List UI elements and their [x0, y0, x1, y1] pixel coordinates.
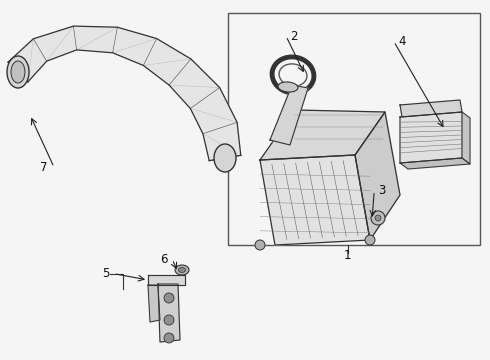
- Circle shape: [371, 211, 385, 225]
- Polygon shape: [148, 285, 160, 322]
- Polygon shape: [400, 158, 470, 169]
- Text: 7: 7: [40, 161, 48, 174]
- Text: 1: 1: [344, 249, 352, 262]
- Circle shape: [164, 293, 174, 303]
- Circle shape: [255, 240, 265, 250]
- Polygon shape: [148, 275, 185, 285]
- Text: 3: 3: [378, 184, 386, 197]
- Text: 4: 4: [398, 35, 406, 48]
- Polygon shape: [355, 112, 400, 240]
- Text: 2: 2: [290, 30, 298, 42]
- Circle shape: [375, 215, 381, 221]
- Ellipse shape: [178, 267, 186, 273]
- Polygon shape: [400, 112, 462, 163]
- Ellipse shape: [11, 61, 25, 83]
- Polygon shape: [400, 100, 462, 117]
- Text: 6: 6: [160, 253, 168, 266]
- Circle shape: [164, 333, 174, 343]
- Text: 5: 5: [101, 267, 109, 280]
- Circle shape: [365, 235, 375, 245]
- Ellipse shape: [175, 265, 189, 275]
- Ellipse shape: [214, 144, 236, 172]
- Polygon shape: [260, 110, 385, 160]
- Bar: [228, 13, 480, 245]
- Polygon shape: [158, 284, 180, 342]
- Polygon shape: [462, 112, 470, 164]
- Polygon shape: [270, 85, 308, 145]
- Polygon shape: [8, 26, 241, 161]
- Ellipse shape: [7, 56, 29, 88]
- Ellipse shape: [278, 82, 298, 92]
- Circle shape: [164, 315, 174, 325]
- Polygon shape: [260, 155, 370, 245]
